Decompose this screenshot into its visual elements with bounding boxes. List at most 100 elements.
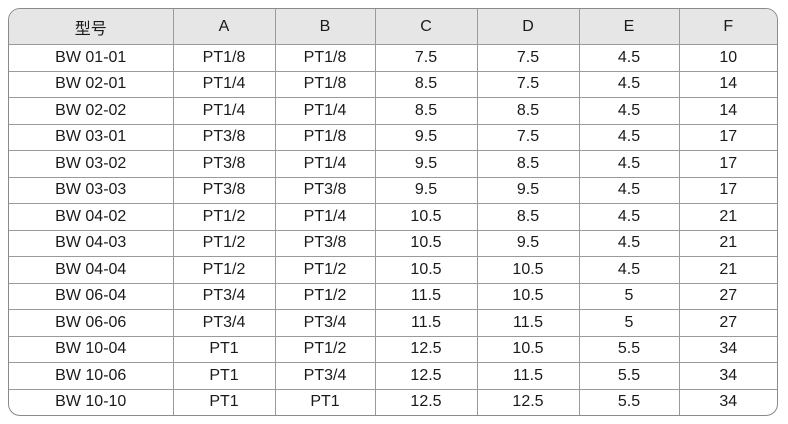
table-cell: PT1/8 (274, 44, 376, 72)
table-row: BW 10-04 PT1 PT1/2 12.5 10.5 5.5 34 (9, 335, 777, 363)
table-cell: PT1/4 (172, 97, 276, 125)
table-cell: 11.5 (374, 309, 478, 337)
table-cell: PT3/8 (172, 176, 276, 204)
table-cell: 10.5 (476, 256, 580, 284)
table-cell: BW 10-04 (9, 335, 174, 363)
table-cell: BW 03-02 (9, 150, 174, 178)
table-cell: PT1/8 (274, 123, 376, 151)
table-row: BW 10-06 PT1 PT3/4 12.5 11.5 5.5 34 (9, 362, 777, 390)
table-body: BW 01-01 PT1/8 PT1/8 7.5 7.5 4.5 10 BW 02-01 PT1… (9, 44, 777, 415)
table-cell: PT1 (274, 388, 376, 415)
table-frame: 型号 A B C D E F BW 01-01 PT1/8 PT1/8 7.5 7.5 4.5 10 BW… (8, 8, 778, 416)
table-cell: 11.5 (374, 282, 478, 310)
table-cell: 34 (678, 362, 777, 390)
table-cell: 7.5 (476, 70, 580, 98)
table-cell: 9.5 (374, 150, 478, 178)
table-cell: BW 02-01 (9, 70, 174, 98)
header-cell: A (172, 9, 276, 45)
table-cell: PT1/4 (172, 70, 276, 98)
table-cell: BW 03-01 (9, 123, 174, 151)
table-cell: BW 03-03 (9, 176, 174, 204)
table-cell: PT1/2 (172, 229, 276, 257)
table-cell: 5 (578, 282, 680, 310)
table-row: BW 03-01 PT3/8 PT1/8 9.5 7.5 4.5 17 (9, 123, 777, 151)
table-cell: 17 (678, 176, 777, 204)
table-cell: 4.5 (578, 256, 680, 284)
table-cell: 4.5 (578, 229, 680, 257)
table-cell: PT1/8 (274, 70, 376, 98)
table-cell: BW 04-04 (9, 256, 174, 284)
table-cell: 34 (678, 388, 777, 415)
table-row: BW 04-02 PT1/2 PT1/4 10.5 8.5 4.5 21 (9, 203, 777, 231)
table-row: BW 01-01 PT1/8 PT1/8 7.5 7.5 4.5 10 (9, 44, 777, 72)
table-cell: 8.5 (374, 70, 478, 98)
table-cell: BW 10-06 (9, 362, 174, 390)
table-cell: 11.5 (476, 309, 580, 337)
table-row: BW 02-02 PT1/4 PT1/4 8.5 8.5 4.5 14 (9, 97, 777, 125)
table-cell: 8.5 (476, 97, 580, 125)
table-cell: BW 02-02 (9, 97, 174, 125)
table-cell: PT3/8 (274, 176, 376, 204)
table-cell: 12.5 (374, 388, 478, 415)
table-cell: 8.5 (476, 150, 580, 178)
table-cell: 9.5 (374, 123, 478, 151)
table-cell: 10.5 (374, 256, 478, 284)
table-cell: 14 (678, 97, 777, 125)
table-cell: PT1 (172, 335, 276, 363)
table-cell: 17 (678, 123, 777, 151)
table-row: BW 02-01 PT1/4 PT1/8 8.5 7.5 4.5 14 (9, 70, 777, 98)
table-cell: 34 (678, 335, 777, 363)
table-cell: 10.5 (374, 203, 478, 231)
table-row: BW 10-10 PT1 PT1 12.5 12.5 5.5 34 (9, 388, 777, 415)
table-cell: 14 (678, 70, 777, 98)
table-cell: PT3/4 (172, 309, 276, 337)
table-cell: PT3/8 (274, 229, 376, 257)
table-cell: 7.5 (476, 123, 580, 151)
table-cell: 8.5 (374, 97, 478, 125)
header-cell: C (374, 9, 478, 45)
table-cell: PT3/4 (172, 282, 276, 310)
table-cell: 21 (678, 203, 777, 231)
header-cell: F (678, 9, 777, 45)
table-cell: 5.5 (578, 335, 680, 363)
table-cell: 7.5 (476, 44, 580, 72)
table-cell: BW 06-06 (9, 309, 174, 337)
table-cell: 4.5 (578, 176, 680, 204)
table-cell: 4.5 (578, 70, 680, 98)
table-cell: 5 (578, 309, 680, 337)
table-cell: PT1/2 (274, 282, 376, 310)
table-cell: 9.5 (476, 229, 580, 257)
table-cell: 9.5 (374, 176, 478, 204)
table-row: BW 04-03 PT1/2 PT3/8 10.5 9.5 4.5 21 (9, 229, 777, 257)
table-cell: PT1 (172, 388, 276, 415)
table-cell: BW 04-02 (9, 203, 174, 231)
table-cell: 12.5 (374, 362, 478, 390)
table-cell: 4.5 (578, 97, 680, 125)
table-row: BW 06-04 PT3/4 PT1/2 11.5 10.5 5 27 (9, 282, 777, 310)
table-cell: 17 (678, 150, 777, 178)
table-cell: PT1/4 (274, 203, 376, 231)
table-row: BW 03-03 PT3/8 PT3/8 9.5 9.5 4.5 17 (9, 176, 777, 204)
table-cell: PT3/8 (172, 123, 276, 151)
table-cell: 5.5 (578, 388, 680, 415)
table-cell: 5.5 (578, 362, 680, 390)
table-cell: PT3/4 (274, 362, 376, 390)
table-cell: PT1/2 (274, 256, 376, 284)
table-cell: PT1/2 (172, 203, 276, 231)
table-cell: BW 10-10 (9, 388, 174, 415)
table-cell: 10.5 (476, 335, 580, 363)
table-cell: 10.5 (374, 229, 478, 257)
header-cell: B (274, 9, 376, 45)
table-cell: 21 (678, 256, 777, 284)
table-cell: 7.5 (374, 44, 478, 72)
spec-table: 型号 A B C D E F BW 01-01 PT1/8 PT1/8 7.5 7.5 4.5 10 BW… (9, 9, 777, 415)
table-cell: PT1/8 (172, 44, 276, 72)
header-cell: 型号 (9, 9, 174, 45)
table-cell: BW 01-01 (9, 44, 174, 72)
table-cell: 4.5 (578, 203, 680, 231)
table-cell: 27 (678, 309, 777, 337)
table-cell: 11.5 (476, 362, 580, 390)
header-row: 型号 A B C D E F (9, 9, 777, 45)
table-cell: PT1/4 (274, 97, 376, 125)
